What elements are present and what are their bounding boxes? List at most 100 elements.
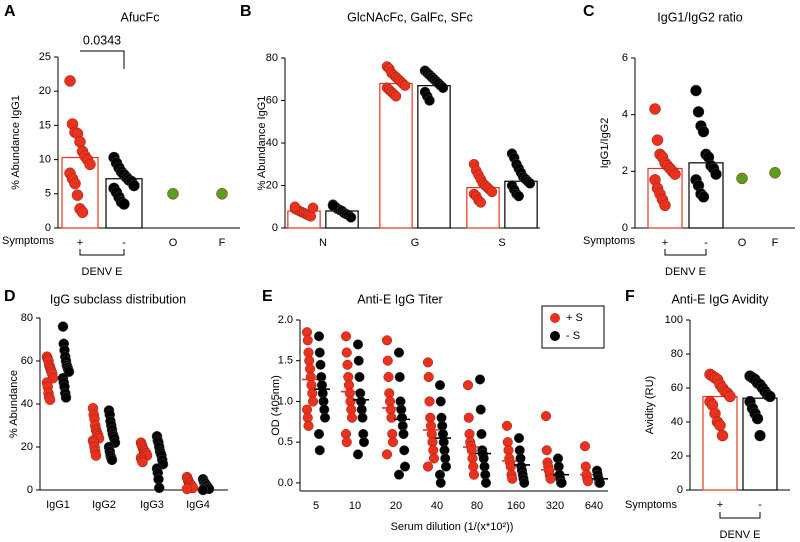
y-axis-label: Avidity (RU)	[644, 376, 656, 434]
x-tick-label: +	[717, 499, 723, 511]
x-tick-label: IgG4	[186, 499, 210, 511]
bar	[702, 395, 738, 491]
data-point	[659, 199, 671, 212]
x-tick-label: N	[319, 237, 327, 249]
data-point	[524, 178, 536, 189]
data-point	[692, 106, 705, 118]
data-point	[399, 461, 411, 472]
data-point	[341, 437, 352, 448]
chart-title: GlcNAcFc, GalFc, SFc	[347, 10, 473, 24]
y-axis-label: OD (405nm)	[270, 375, 282, 436]
data-point	[76, 206, 89, 219]
y-tick-label: 80	[21, 312, 33, 324]
data-point	[476, 428, 487, 440]
data-point	[358, 437, 370, 448]
data-point	[387, 437, 399, 448]
data-point	[399, 80, 411, 91]
group-label: DENV E	[665, 266, 706, 278]
legend-label: + S	[566, 312, 583, 324]
data-point	[60, 392, 72, 403]
data-point	[128, 179, 140, 192]
y-tick-label: 80	[671, 348, 683, 360]
data-point	[154, 482, 165, 494]
data-point	[394, 371, 405, 383]
data-point	[751, 412, 764, 425]
data-point	[507, 473, 518, 484]
data-point	[314, 445, 325, 456]
data-point	[354, 371, 365, 383]
y-tick-label: 60	[21, 355, 33, 367]
data-point	[398, 428, 409, 440]
y-tick-label: 0	[27, 484, 33, 496]
data-point	[428, 453, 440, 464]
data-point	[69, 177, 81, 190]
x-tick-label: 5	[313, 500, 319, 512]
data-point	[74, 136, 86, 148]
data-point	[716, 429, 729, 442]
data-point	[769, 167, 781, 179]
data-point	[71, 189, 84, 201]
x-tick-label: 80	[471, 500, 483, 512]
data-point	[669, 168, 681, 180]
data-point	[462, 380, 474, 391]
chart-title: Anti-E IgG Avidity	[671, 292, 769, 306]
annotation: 0.0343	[83, 33, 121, 47]
data-point	[579, 441, 591, 452]
y-tick-label: 20	[39, 85, 51, 97]
legend-marker	[550, 313, 560, 323]
data-point	[352, 449, 364, 460]
data-point	[475, 404, 486, 415]
y-tick-label: 4	[622, 109, 628, 121]
data-point	[424, 396, 435, 407]
x-tick-label: -	[758, 499, 762, 511]
data-point	[289, 201, 301, 212]
data-point	[44, 394, 56, 405]
bar	[379, 82, 413, 229]
data-point	[435, 396, 446, 407]
panel-letter: B	[240, 3, 252, 20]
x-tick-label: -	[122, 237, 126, 249]
data-point	[84, 158, 96, 171]
y-tick-label: 60	[266, 94, 278, 106]
data-point	[582, 476, 594, 487]
group-label: DENV E	[82, 266, 123, 278]
data-point	[764, 390, 776, 403]
y-tick-label: 20	[21, 441, 33, 453]
data-point	[714, 419, 726, 432]
y-tick-label: 5	[45, 188, 51, 200]
data-point	[381, 449, 393, 460]
legend-marker	[550, 331, 560, 341]
data-point	[541, 445, 552, 456]
y-tick-label: 25	[39, 51, 51, 63]
data-point	[480, 477, 492, 488]
x-tick-label: IgG3	[140, 499, 164, 511]
x-tick-label: 10	[349, 500, 361, 512]
data-point	[383, 371, 394, 383]
y-axis-label: % Abundance IgG1	[256, 96, 268, 191]
data-point	[357, 412, 368, 423]
y-tick-label: 20	[671, 450, 683, 462]
data-point	[649, 103, 661, 115]
data-point	[314, 347, 325, 358]
data-point	[423, 371, 434, 383]
data-point	[167, 188, 179, 200]
y-tick-label: 40	[21, 398, 33, 410]
data-point	[386, 412, 397, 423]
x-tick-label: IgG2	[92, 499, 116, 511]
data-point	[313, 331, 325, 342]
data-point	[519, 477, 530, 488]
y-tick-label: 40	[671, 416, 683, 428]
y-axis-label: % Abundance IgG1	[10, 95, 22, 190]
data-point	[382, 355, 393, 366]
data-point	[118, 198, 130, 210]
data-point	[313, 428, 325, 440]
x-tick-label: 160	[507, 500, 525, 512]
data-point	[90, 450, 102, 461]
data-point	[216, 188, 228, 200]
y-tick-label: 0	[272, 222, 278, 234]
data-point	[437, 82, 449, 93]
data-point	[302, 335, 313, 346]
x-tick-label: -	[704, 237, 708, 249]
data-point	[342, 359, 353, 370]
